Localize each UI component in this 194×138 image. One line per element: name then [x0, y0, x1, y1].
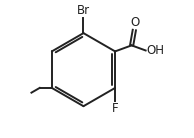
- Text: Br: Br: [77, 4, 90, 17]
- Text: F: F: [112, 102, 118, 115]
- Text: OH: OH: [146, 44, 164, 57]
- Text: O: O: [131, 16, 140, 29]
